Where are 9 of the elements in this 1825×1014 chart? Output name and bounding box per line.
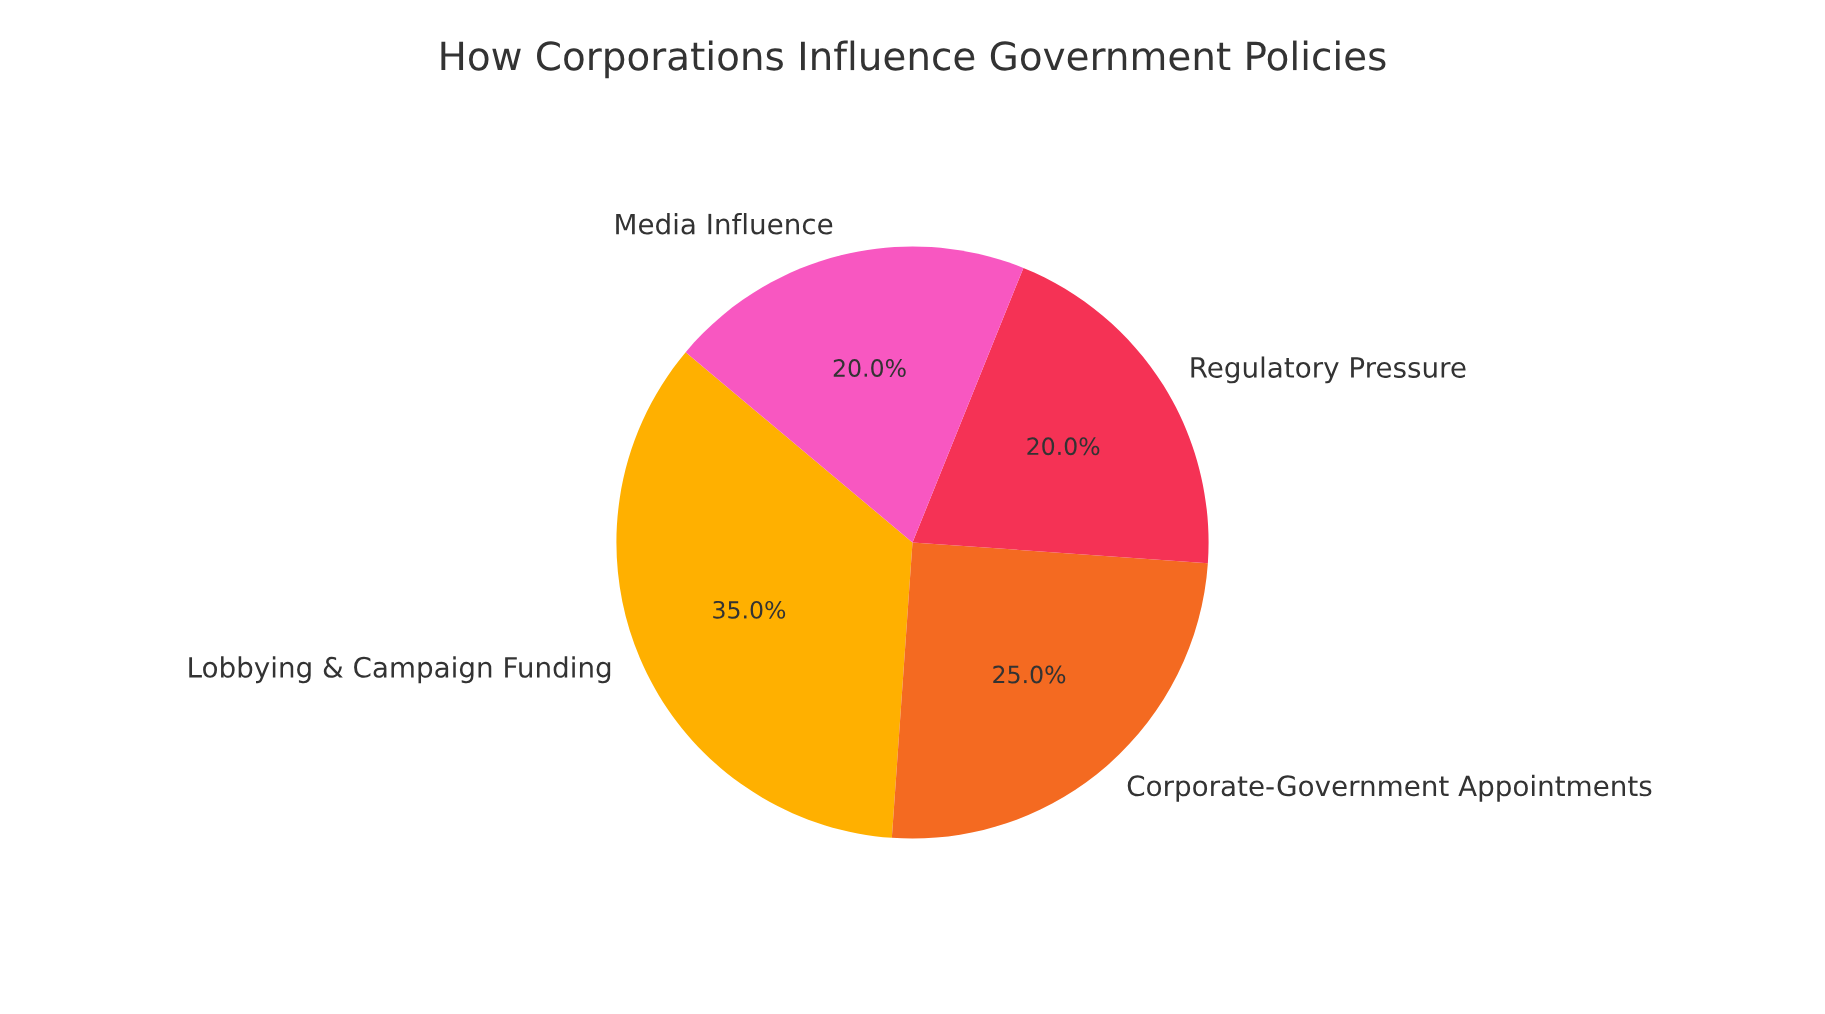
data-label: 35.0% xyxy=(713,600,786,619)
slice-label: Lobbying & Campaign Funding xyxy=(189,656,611,684)
chart-title: How Corporations Influence Government Policies xyxy=(441,40,1386,79)
data-label: 25.0% xyxy=(993,665,1066,684)
slice-label: Corporate-Government Appointments xyxy=(1127,774,1652,802)
slice-label: Media Influence xyxy=(616,213,833,235)
data-label: 20.0% xyxy=(1027,437,1100,456)
slice-label: Regulatory Pressure xyxy=(1191,356,1466,384)
data-label: 20.0% xyxy=(833,359,906,377)
